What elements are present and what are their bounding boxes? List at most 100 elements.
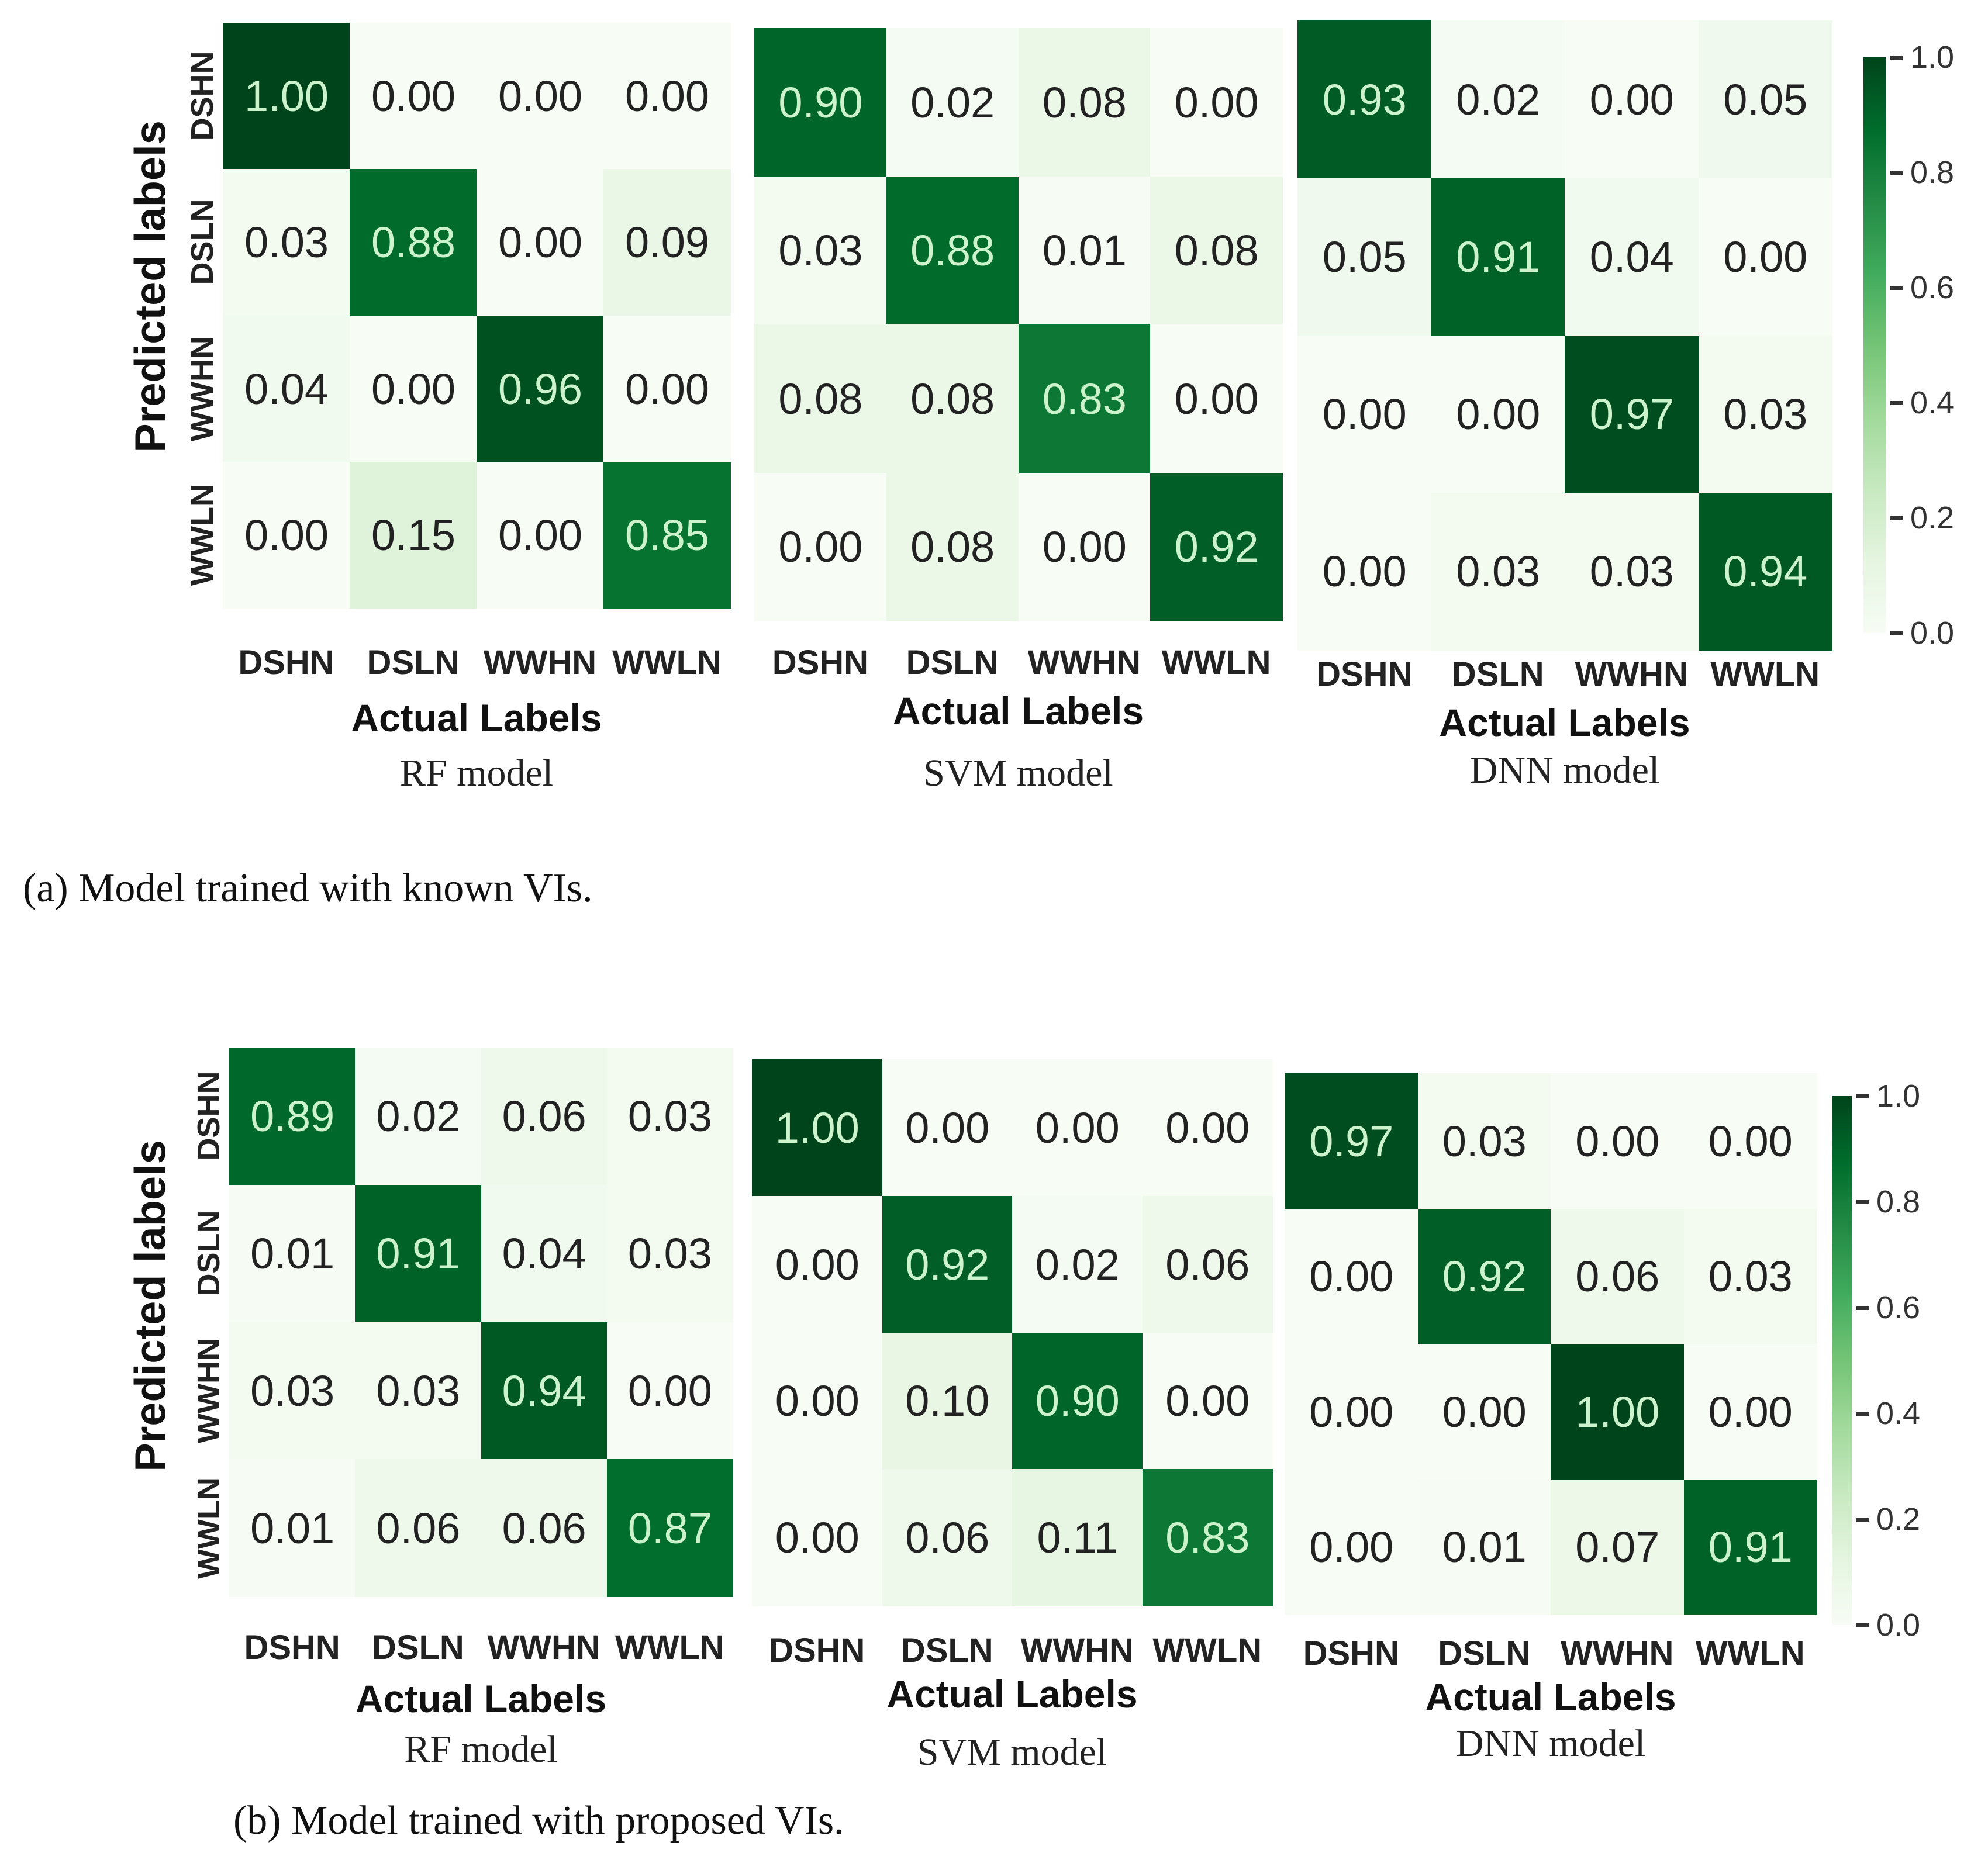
heatmap-cell: 0.01 [1018, 176, 1151, 325]
y-axis-label-a: Predicted labels [126, 120, 175, 452]
heatmap-cell: 0.04 [1565, 178, 1699, 336]
heatmap-cell: 0.08 [886, 324, 1019, 473]
heatmap-cell: 0.02 [355, 1048, 482, 1185]
colorbar-tick-label: 1.0 [1876, 1079, 1921, 1114]
x-tick-label: WWHN [1027, 644, 1141, 682]
x-tick-label: DSHN [238, 644, 334, 682]
heatmap-cell: 0.03 [1417, 1073, 1551, 1209]
x-tick-label: WWLN [612, 644, 722, 682]
heatmap-cell: 0.00 [350, 315, 477, 462]
colorbar-tick-mark [1890, 401, 1903, 405]
heatmap-cell: 0.01 [229, 1184, 356, 1323]
x-axis-label: Actual Labels [892, 689, 1144, 732]
heatmap-cell: 0.03 [229, 1322, 356, 1460]
colorbar-tick-mark [1856, 1094, 1869, 1098]
colorbar-tick-label: 0.6 [1910, 270, 1955, 305]
x-tick-label: DSLN [1438, 1634, 1531, 1672]
heatmap-cell: 0.03 [355, 1322, 482, 1460]
heatmap-cell: 0.87 [606, 1459, 733, 1597]
heatmap-cell: 0.94 [1698, 492, 1832, 651]
caption-b: (b) Model trained with proposed VIs. [233, 1798, 844, 1843]
heatmap-cell: 0.83 [1018, 324, 1151, 473]
y-tick-label: DSHN [185, 51, 220, 141]
x-tick-label: WWHN [487, 1629, 600, 1667]
y-tick-label: DSLN [185, 199, 220, 285]
heatmap-cell: 0.00 [1150, 324, 1283, 473]
colorbar-tick-mark [1856, 1623, 1869, 1627]
heatmap-cell: 0.03 [606, 1048, 733, 1185]
heatmap-cell: 0.00 [1285, 1479, 1418, 1615]
heatmap-cell: 0.04 [481, 1184, 608, 1323]
heatmap-cell: 0.06 [1551, 1208, 1685, 1344]
heatmap-cell: 0.00 [1431, 335, 1565, 493]
heatmap-cell: 0.15 [350, 461, 477, 609]
colorbar-tick-label: 0.2 [1910, 500, 1955, 535]
heatmap-cell: 0.00 [1012, 1059, 1143, 1197]
heatmap-cell: 0.08 [886, 472, 1019, 621]
x-tick-label: DSLN [906, 644, 999, 682]
heatmap-cell: 0.00 [752, 1469, 883, 1606]
x-tick-label: WWLN [1152, 1632, 1262, 1669]
chart-title: SVM model [923, 752, 1113, 794]
chart-title: RF model [399, 752, 554, 794]
heatmap-cell: 0.00 [477, 461, 604, 609]
heatmap-cell: 0.11 [1012, 1469, 1143, 1606]
heatmap-cell: 0.00 [1285, 1208, 1418, 1344]
heatmap-cell: 0.00 [752, 1332, 883, 1470]
x-tick-label: WWLN [1710, 655, 1820, 693]
heatmap-cell: 0.03 [1565, 492, 1699, 651]
y-tick-label: DSHN [191, 1071, 226, 1161]
heatmap-cell: 0.05 [1698, 20, 1832, 179]
heatmap-cell: 0.09 [603, 169, 731, 316]
heatmap-cell: 0.02 [1431, 20, 1565, 179]
heatmap-cell: 0.00 [1018, 472, 1151, 621]
heatmap-cell: 0.00 [477, 169, 604, 316]
x-axis-label: Actual Labels [1425, 1675, 1676, 1719]
chart-title: SVM model [917, 1731, 1107, 1774]
heatmap-cell: 0.03 [1683, 1208, 1817, 1344]
colorbar-tick-label: 0.2 [1876, 1502, 1921, 1537]
heatmap-cell: 0.00 [1297, 492, 1432, 651]
heatmap-cell: 0.94 [481, 1322, 608, 1460]
colorbar-tick-label: 0.4 [1876, 1396, 1921, 1431]
colorbar-tick-label: 1.0 [1910, 40, 1955, 75]
heatmap-cell: 0.85 [603, 461, 731, 609]
chart-title: RF model [404, 1728, 558, 1771]
heatmap-cell: 0.83 [1142, 1469, 1273, 1606]
heatmap-cell: 1.00 [752, 1059, 883, 1197]
heatmap-cell: 0.00 [1565, 20, 1699, 179]
x-tick-label: WWLN [1161, 644, 1271, 682]
x-axis-label: Actual Labels [351, 696, 602, 739]
heatmap-cell: 0.97 [1285, 1073, 1418, 1209]
colorbar-tick-mark [1890, 516, 1903, 520]
heatmap-cell: 0.03 [223, 169, 350, 316]
heatmap-cell: 0.00 [1297, 335, 1432, 493]
heatmap-cell: 0.92 [882, 1195, 1013, 1333]
heatmap-cell: 0.00 [754, 472, 887, 621]
x-tick-label: WWLN [615, 1629, 724, 1667]
x-tick-label: DSHN [769, 1632, 865, 1669]
heatmap-cell: 0.00 [1285, 1344, 1418, 1480]
y-axis-label-b: Predicted labels [126, 1140, 175, 1472]
heatmap-cell: 0.10 [882, 1332, 1013, 1470]
x-tick-label: WWHN [1575, 655, 1688, 693]
colorbar-tick-mark [1856, 1412, 1869, 1416]
heatmap-cell: 1.00 [223, 23, 350, 170]
x-tick-label: DSHN [1303, 1634, 1399, 1672]
heatmap-cell: 0.88 [350, 169, 477, 316]
x-tick-label: WWHN [1561, 1634, 1674, 1672]
y-tick-label: WWHN [191, 1337, 226, 1443]
x-tick-label: DSLN [367, 644, 460, 682]
colorbar [1863, 57, 1886, 633]
heatmap-cell: 0.96 [477, 315, 604, 462]
colorbar-tick-mark [1890, 56, 1903, 60]
heatmap-cell: 0.06 [1142, 1195, 1273, 1333]
heatmap-cell: 0.04 [223, 315, 350, 462]
colorbar [1832, 1096, 1852, 1625]
heatmap-cell: 0.91 [355, 1184, 482, 1323]
heatmap-cell: 0.92 [1417, 1208, 1551, 1344]
x-tick-label: DSHN [244, 1629, 340, 1667]
heatmap-cell: 0.93 [1297, 20, 1432, 179]
heatmap-cell: 0.00 [350, 23, 477, 170]
heatmap-cell: 1.00 [1551, 1344, 1685, 1480]
